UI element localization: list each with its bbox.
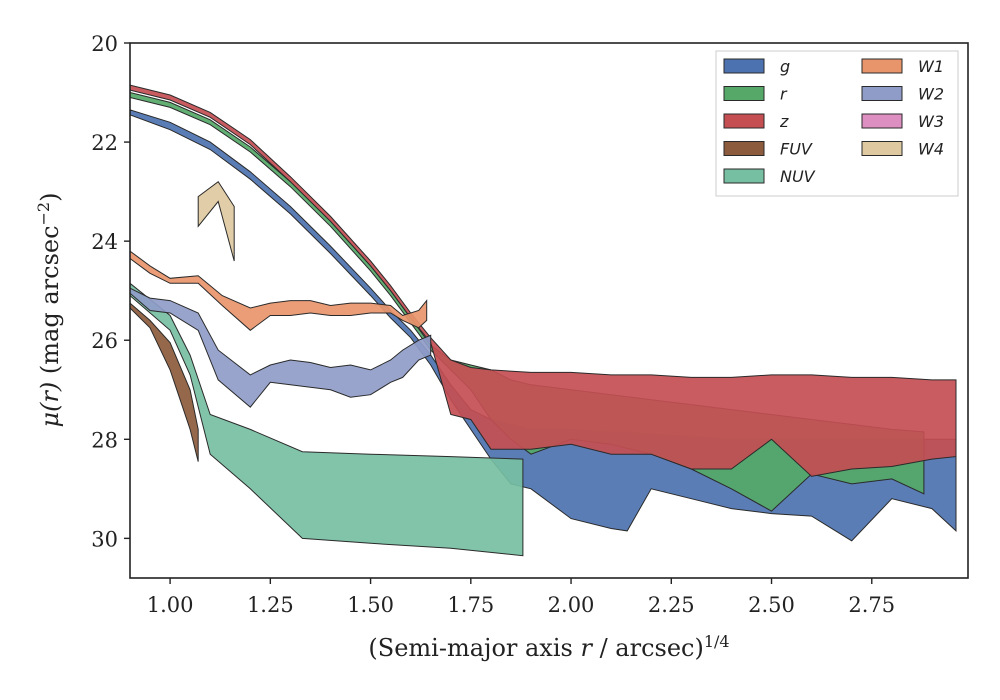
y-axis: 20 22 24 26 28 30 <box>91 32 130 551</box>
legend-swatch-w3 <box>861 113 903 129</box>
series-band-nuv <box>130 282 524 557</box>
x-tick-label: 1.00 <box>147 593 194 617</box>
y-axis-title: μ(r) (mag arcsec−2) <box>34 193 64 428</box>
legend-label-w4: W4 <box>918 140 944 159</box>
legend-label-nuv: NUV <box>780 167 816 186</box>
series-layer <box>130 84 957 557</box>
series-band-fuv <box>130 302 199 462</box>
legend-label-g: g <box>780 57 790 76</box>
y-tick-label: 26 <box>91 329 118 353</box>
x-axis: 1.00 1.25 1.50 1.75 2.00 2.25 2.50 2.75 <box>147 578 895 617</box>
series-band-w4 <box>197 180 235 262</box>
legend-label-z: z <box>779 112 789 131</box>
legend-label-w1: W1 <box>918 57 944 76</box>
legend-label-w3: W3 <box>918 112 944 131</box>
x-tick-label: 2.25 <box>648 593 695 617</box>
x-tick-label: 2.50 <box>748 593 795 617</box>
legend-swatch-z <box>723 113 765 129</box>
y-tick-label: 20 <box>91 32 118 56</box>
series-band-w2 <box>130 287 432 408</box>
plot-frame <box>129 42 969 579</box>
y-tick-label: 28 <box>91 428 118 452</box>
legend-swatch-r <box>723 86 765 101</box>
x-tick-label: 1.75 <box>447 593 494 617</box>
legend-swatch-w4 <box>861 141 903 156</box>
legend-label-fuv: FUV <box>780 140 813 159</box>
legend-swatch-w2 <box>861 86 903 101</box>
x-tick-label: 2.00 <box>548 593 595 617</box>
y-tick-label: 22 <box>91 131 118 155</box>
legend-swatch-w1 <box>861 58 903 74</box>
plot-area <box>129 42 969 579</box>
legend-label-r: r <box>780 85 788 104</box>
x-tick-label: 1.50 <box>347 593 394 617</box>
legend-label-w2: W2 <box>918 85 944 104</box>
x-tick-label: 2.75 <box>848 593 895 617</box>
legend-swatch-fuv <box>723 141 765 156</box>
y-tick-label: 30 <box>91 527 118 551</box>
legend-swatch-nuv <box>723 168 765 184</box>
legend-swatch-g <box>723 58 765 74</box>
series-band-w1 <box>130 250 428 331</box>
x-tick-label: 1.25 <box>247 593 294 617</box>
legend: grz FUV NUV W1 W2 W3 W4 <box>715 50 959 197</box>
y-tick-label: 24 <box>91 230 118 254</box>
x-axis-title: (Semi-major axis r / arcsec)1/4 <box>368 632 729 662</box>
